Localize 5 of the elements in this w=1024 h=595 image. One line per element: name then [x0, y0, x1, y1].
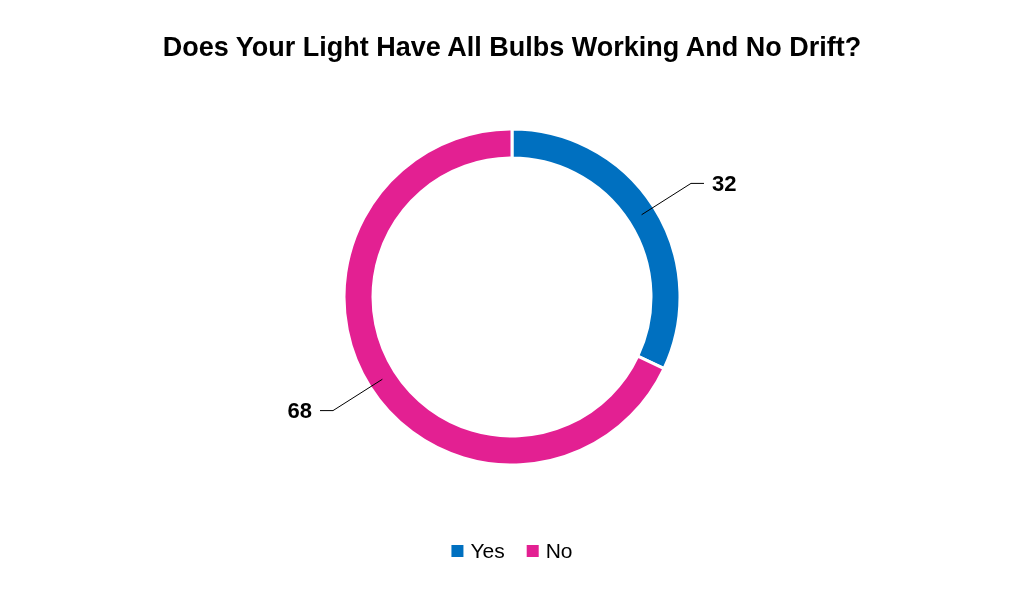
data-label: 32: [712, 171, 737, 197]
chart-title: Does Your Light Have All Bulbs Working And No Drift?: [162, 32, 862, 62]
legend-label: Yes: [470, 539, 505, 563]
data-label: 68: [287, 398, 312, 424]
legend-label: No: [545, 539, 573, 563]
